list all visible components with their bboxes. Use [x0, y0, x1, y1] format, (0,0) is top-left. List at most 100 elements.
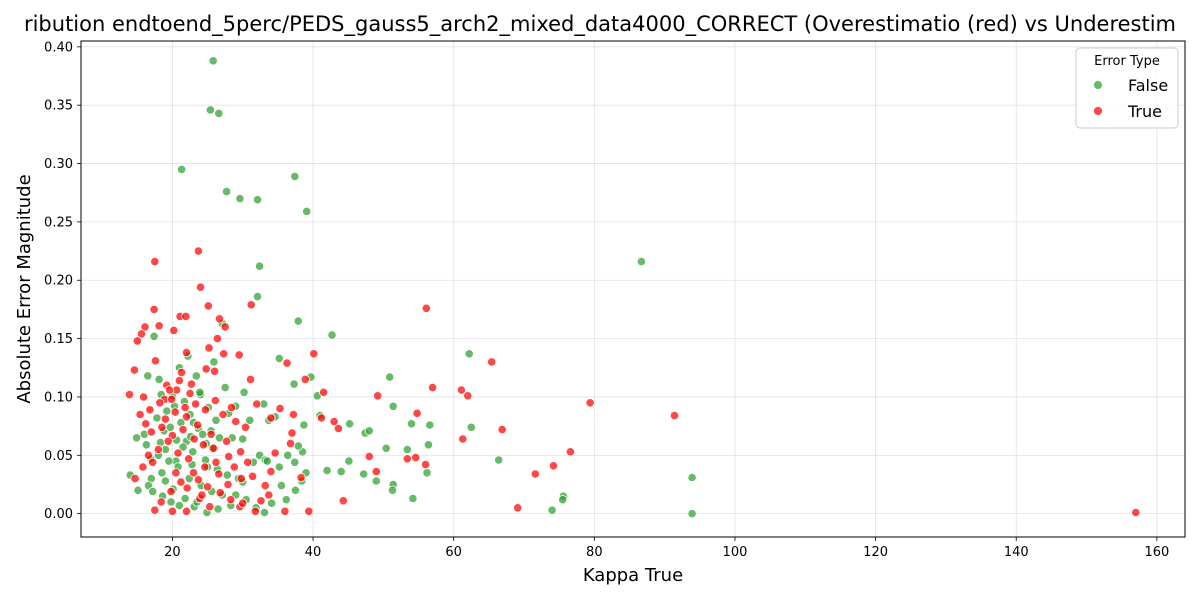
data-point: [427, 382, 438, 393]
data-point: [669, 410, 680, 421]
data-point: [141, 419, 151, 429]
data-point: [191, 371, 201, 381]
data-point: [402, 444, 412, 455]
data-point: [252, 291, 263, 302]
data-point: [165, 422, 175, 432]
data-point: [150, 356, 161, 366]
data-point: [283, 450, 293, 460]
data-point: [188, 447, 198, 457]
data-point: [497, 424, 507, 435]
data-point: [222, 187, 232, 197]
data-point: [200, 462, 210, 472]
data-point: [280, 506, 290, 516]
data-point: [285, 438, 296, 449]
data-point: [304, 506, 314, 516]
data-point: [240, 422, 251, 432]
data-point: [177, 367, 187, 377]
data-point: [293, 441, 303, 451]
data-point: [245, 374, 256, 384]
x-tick-label: 80: [586, 545, 603, 560]
data-point: [136, 329, 147, 339]
data-point: [164, 456, 174, 466]
legend-label-false: False: [1128, 76, 1168, 95]
data-point: [364, 451, 374, 462]
data-point: [170, 407, 180, 417]
data-point: [222, 470, 232, 480]
data-point: [256, 496, 266, 506]
data-point: [252, 195, 263, 205]
data-point: [248, 471, 258, 481]
data-point: [209, 357, 219, 367]
data-point: [153, 444, 163, 455]
data-point: [466, 422, 476, 432]
data-point: [245, 415, 255, 425]
data-point: [204, 343, 214, 353]
x-axis-ticks: 20 40 60 80 100 120 140 160: [164, 537, 1169, 560]
data-point: [135, 409, 145, 420]
data-point: [184, 454, 194, 464]
data-point: [327, 330, 337, 340]
data-point: [218, 409, 228, 420]
data-point: [636, 256, 647, 267]
data-point: [585, 398, 595, 408]
data-point: [132, 336, 142, 346]
data-point: [223, 479, 233, 490]
data-point: [259, 507, 270, 518]
data-point: [250, 506, 260, 516]
data-point: [264, 490, 274, 500]
data-point: [300, 374, 310, 384]
data-point: [266, 413, 276, 423]
data-point: [174, 375, 184, 386]
data-point: [148, 486, 158, 497]
data-point: [371, 466, 381, 477]
data-point: [388, 401, 398, 411]
data-point: [163, 436, 173, 446]
data-point: [408, 493, 418, 504]
data-point: [180, 493, 190, 504]
data-point: [205, 502, 215, 512]
data-point: [167, 394, 177, 404]
data-point: [150, 256, 160, 267]
data-point: [333, 423, 343, 434]
data-point: [276, 480, 286, 491]
data-point: [548, 461, 559, 471]
data-point: [197, 490, 207, 500]
legend-marker-false: [1093, 80, 1103, 90]
data-point: [160, 414, 170, 424]
y-tick-label: 0.20: [44, 274, 73, 289]
data-point: [141, 440, 151, 450]
data-point: [210, 395, 220, 406]
data-point: [255, 261, 265, 271]
data-point: [336, 466, 346, 477]
data-point: [178, 442, 188, 452]
data-point: [213, 504, 223, 514]
data-point: [385, 372, 395, 382]
y-tick-label: 0.15: [44, 332, 73, 347]
data-point: [359, 469, 369, 479]
data-point: [226, 495, 236, 505]
legend: Error Type False True: [1075, 47, 1179, 129]
x-tick-label: 160: [1144, 545, 1169, 560]
data-point: [420, 459, 431, 470]
data-point: [181, 412, 192, 422]
data-point: [387, 485, 398, 495]
x-tick-label: 20: [164, 545, 181, 560]
data-point: [195, 387, 205, 397]
data-point: [456, 385, 466, 395]
data-point: [371, 476, 381, 486]
data-point: [338, 496, 348, 506]
data-point: [167, 506, 177, 516]
data-point: [238, 498, 248, 508]
data-point: [262, 456, 272, 466]
data-point: [149, 304, 159, 314]
data-point: [138, 462, 148, 472]
data-point: [160, 476, 170, 486]
data-point: [211, 457, 221, 467]
data-point: [180, 402, 190, 413]
data-point: [162, 406, 172, 416]
data-point: [182, 483, 192, 493]
x-tick-label: 140: [1004, 545, 1029, 560]
data-point: [174, 500, 184, 511]
data-point: [423, 440, 433, 450]
data-point: [124, 389, 135, 400]
